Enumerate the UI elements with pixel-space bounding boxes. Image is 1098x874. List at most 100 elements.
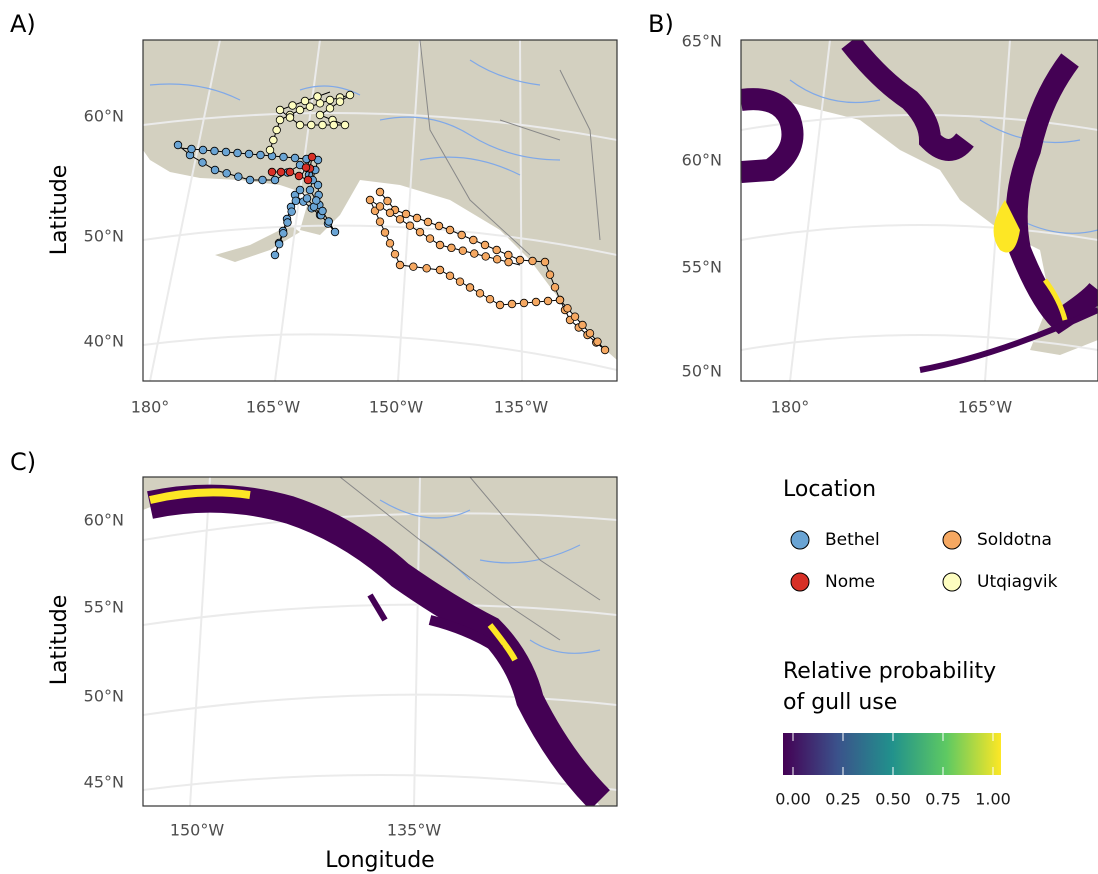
- y-tick-label: 55°N: [682, 258, 722, 277]
- track-point: [295, 120, 305, 130]
- track-point: [329, 120, 338, 130]
- track-point: [325, 95, 335, 105]
- track-point: [330, 227, 340, 237]
- track-point: [481, 252, 490, 261]
- y-tick-label: 50°N: [682, 362, 722, 381]
- track-point: [313, 180, 323, 190]
- legend-swatch: [942, 530, 962, 550]
- colorbar-tick-label: 0.75: [925, 790, 961, 809]
- track-point: [465, 283, 475, 292]
- track-point: [245, 175, 255, 185]
- track-point: [221, 147, 231, 157]
- track-point: [375, 202, 385, 211]
- track-point: [495, 300, 505, 310]
- track-point: [294, 171, 304, 181]
- track-point: [210, 165, 220, 175]
- track-point: [375, 217, 385, 226]
- legend-label: Utqiagvik: [977, 572, 1058, 592]
- track-point: [445, 271, 455, 281]
- map-b: [741, 40, 1098, 381]
- track-point: [173, 140, 183, 150]
- track-point: [324, 217, 333, 226]
- track-point: [409, 262, 418, 271]
- track-point: [412, 213, 422, 223]
- track-point: [295, 185, 305, 195]
- track-point: [395, 260, 405, 270]
- x-tick-label: 150°W: [369, 398, 424, 417]
- track-point: [198, 158, 207, 167]
- x-tick-label: 180°: [131, 398, 170, 417]
- track-point: [335, 97, 345, 106]
- map-a: [143, 40, 617, 381]
- track-point: [275, 115, 285, 125]
- y-tick-label: 50°N: [84, 687, 124, 706]
- track-point: [578, 320, 587, 330]
- track-point: [313, 92, 322, 101]
- track-point: [274, 239, 284, 249]
- track-point: [385, 239, 395, 248]
- track-point: [507, 299, 517, 309]
- track-point: [290, 153, 300, 163]
- x-axis-title: Longitude: [325, 848, 434, 873]
- track-point: [458, 246, 468, 255]
- track-point: [269, 135, 278, 145]
- track-point: [279, 152, 288, 162]
- track-point: [435, 240, 445, 250]
- map-c: [143, 477, 617, 806]
- x-tick-label: 165°W: [958, 398, 1013, 417]
- track-point: [555, 295, 565, 305]
- track-point: [415, 227, 425, 237]
- track-point: [401, 209, 411, 219]
- track-point: [312, 196, 321, 205]
- legend-swatch: [942, 572, 962, 592]
- track-point: [285, 113, 295, 122]
- track-point: [300, 96, 310, 106]
- track-point: [405, 221, 415, 230]
- y-tick-label: 60°N: [84, 511, 124, 530]
- track-point: [198, 145, 208, 155]
- track-point: [519, 298, 529, 308]
- track-point: [434, 221, 444, 231]
- track-point: [295, 105, 305, 115]
- track-point: [345, 90, 355, 100]
- track-point: [515, 255, 525, 265]
- track-point: [318, 120, 327, 130]
- track-point: [302, 194, 312, 203]
- y-tick-label: 65°N: [682, 32, 722, 51]
- x-tick-label: 135°W: [387, 821, 442, 840]
- track-point: [283, 218, 292, 227]
- panel-label: C): [10, 448, 36, 476]
- track-point: [291, 196, 301, 206]
- track-point: [307, 120, 316, 130]
- track-point: [480, 240, 490, 250]
- track-point: [303, 175, 313, 185]
- track-point: [307, 152, 317, 162]
- legend-swatch: [790, 572, 810, 592]
- track-point: [504, 257, 513, 267]
- colorbar: [783, 733, 1001, 775]
- x-tick-label: 135°W: [494, 398, 549, 417]
- track-point: [222, 169, 231, 178]
- track-point: [457, 230, 466, 240]
- panel-frame: [142, 476, 618, 807]
- track-point: [287, 207, 296, 216]
- y-tick-label: 60°N: [682, 151, 722, 170]
- colorbar-tick-label: 0.00: [775, 790, 811, 809]
- track-point: [545, 270, 555, 279]
- track-point: [265, 145, 275, 155]
- track-point: [270, 250, 280, 260]
- track-point: [318, 206, 327, 216]
- track-point: [469, 235, 478, 245]
- y-tick-label: 40°N: [84, 332, 124, 351]
- track-point: [435, 265, 445, 275]
- legend-label: Nome: [825, 572, 875, 592]
- legend-title: Location: [783, 477, 876, 502]
- track-point: [375, 187, 385, 197]
- colorbar-tick-label: 0.50: [875, 790, 911, 809]
- legend-label: Bethel: [825, 530, 880, 550]
- y-axis-title: Latitude: [47, 595, 72, 686]
- track-point: [425, 234, 435, 243]
- legend-swatch: [790, 530, 810, 550]
- y-tick-label: 50°N: [84, 227, 124, 246]
